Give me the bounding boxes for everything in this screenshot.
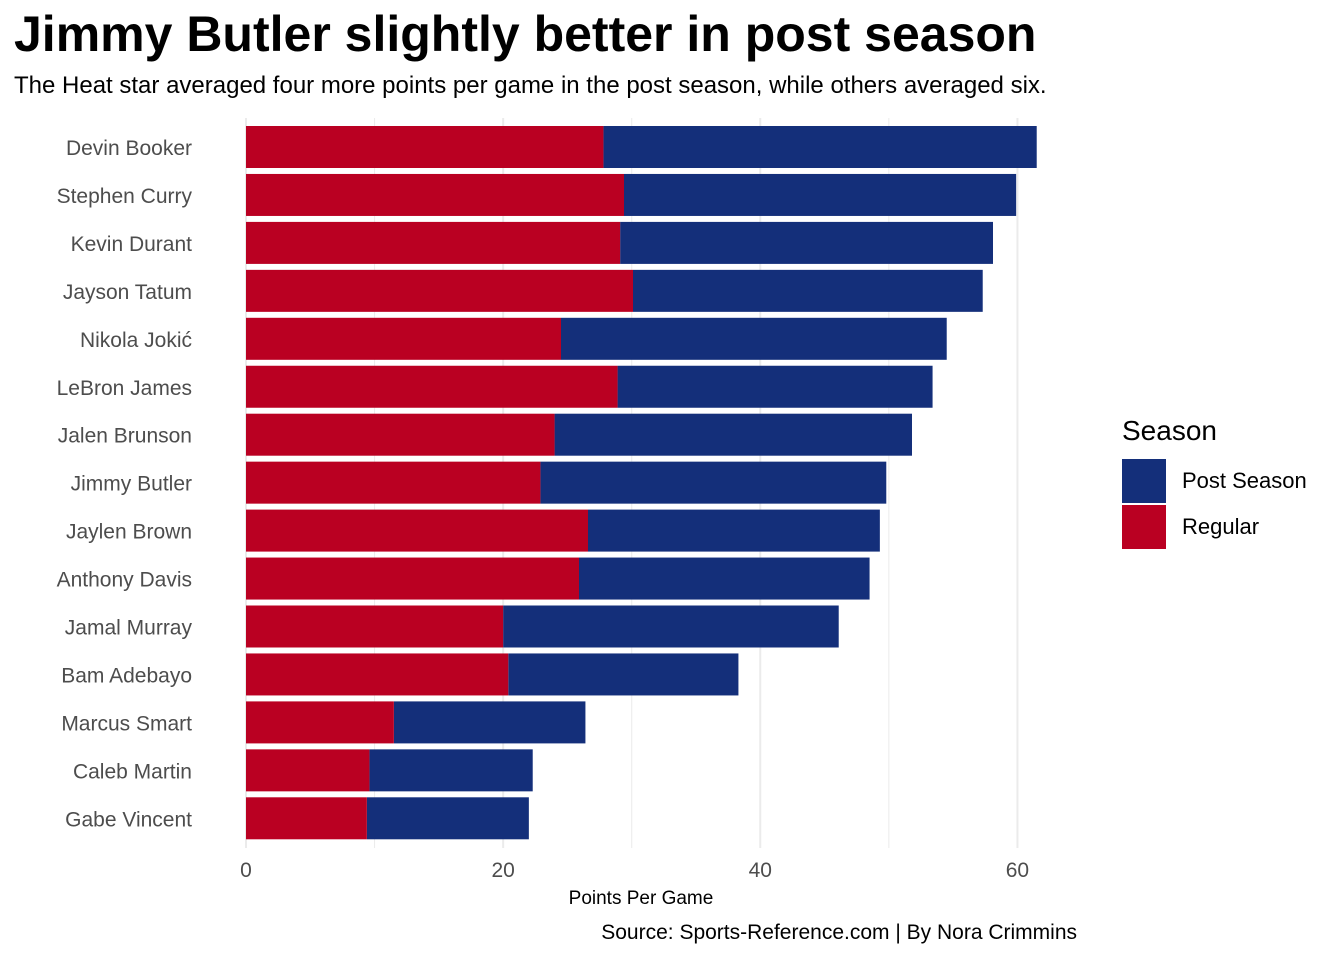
y-axis-label: Caleb Martin: [73, 760, 192, 783]
bar-post-season: [369, 749, 533, 792]
bar-regular: [246, 317, 561, 360]
y-axis-label: Jamal Murray: [65, 617, 193, 640]
legend-title: Season: [1122, 415, 1217, 446]
bar-post-season: [620, 221, 993, 264]
x-axis-ticks: 0 20 40 60: [240, 859, 1029, 882]
bar-regular: [246, 509, 588, 552]
bar-regular: [246, 701, 394, 744]
legend-swatch-post-season: [1122, 458, 1166, 503]
x-axis-title: Points Per Game: [569, 888, 714, 909]
bar-post-season: [603, 126, 1037, 168]
legend-item-regular: Regular: [1122, 504, 1307, 550]
bar-post-season: [617, 365, 933, 408]
bar-regular: [246, 269, 633, 312]
bar-post-season: [508, 653, 739, 696]
bar-regular: [246, 221, 621, 264]
bar-post-season: [554, 413, 912, 456]
chart-title: Jimmy Butler slightly better in post sea…: [14, 6, 1037, 62]
bar-post-season: [540, 461, 887, 504]
y-axis-label: Stephen Curry: [57, 185, 193, 208]
bar-regular: [246, 557, 579, 600]
bar-regular: [246, 797, 367, 840]
bar-post-season: [588, 509, 880, 552]
y-axis-label: Gabe Vincent: [65, 808, 192, 831]
y-axis-label: Devin Booker: [66, 137, 192, 160]
y-axis-label: Jayson Tatum: [63, 281, 192, 304]
y-axis-label: Jimmy Butler: [71, 473, 192, 496]
bar-regular: [246, 653, 509, 696]
y-axis-label: Kevin Durant: [71, 233, 193, 256]
y-axis-label: Nikola Jokić: [80, 329, 192, 352]
y-axis-label: Anthony Davis: [57, 569, 192, 592]
y-axis-label: Jaylen Brown: [66, 521, 192, 544]
x-tick-label: 0: [240, 859, 252, 882]
bar-post-season: [561, 317, 947, 360]
bar-post-season: [624, 173, 1017, 216]
legend-item-post-season: Post Season: [1122, 458, 1307, 504]
y-axis-label: Jalen Brunson: [58, 425, 192, 448]
x-tick-label: 20: [491, 859, 514, 882]
bar-post-season: [633, 269, 983, 312]
chart-subtitle: The Heat star averaged four more points …: [14, 72, 1047, 99]
bar-regular: [246, 413, 555, 456]
bar-post-season: [366, 797, 529, 840]
chart-caption: Source: Sports-Reference.com | By Nora C…: [601, 921, 1077, 944]
y-axis-label: LeBron James: [57, 377, 192, 400]
bar-post-season: [579, 557, 870, 600]
x-tick-label: 40: [749, 859, 772, 882]
y-axis-labels: Devin Booker Stephen Curry Kevin Durant Jay…: [57, 137, 193, 831]
legend: Season Post Season Regular: [1122, 414, 1307, 550]
bar-regular: [246, 126, 604, 168]
legend-label-regular: Regular: [1182, 513, 1260, 539]
bar-regular: [246, 365, 618, 408]
bars: [246, 126, 1037, 840]
bar-regular: [246, 749, 370, 792]
legend-swatch-regular: [1122, 504, 1166, 549]
legend-label-post-season: Post Season: [1182, 467, 1307, 493]
bar-regular: [246, 605, 504, 648]
bar-regular: [246, 173, 624, 216]
bar-regular: [246, 461, 541, 504]
x-tick-label: 60: [1006, 859, 1029, 882]
y-axis-label: Marcus Smart: [61, 712, 192, 735]
y-axis-label: Bam Adebayo: [61, 664, 192, 687]
bar-post-season: [503, 605, 839, 648]
bar-post-season: [393, 701, 586, 744]
